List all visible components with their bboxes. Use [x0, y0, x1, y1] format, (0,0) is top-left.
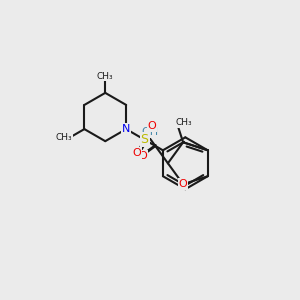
Text: N: N: [122, 124, 130, 134]
Text: S: S: [140, 133, 148, 146]
Text: O: O: [148, 122, 157, 131]
Text: CH₃: CH₃: [97, 72, 114, 81]
Text: O: O: [179, 179, 188, 189]
Text: O: O: [138, 151, 147, 160]
Text: OH: OH: [142, 127, 159, 137]
Text: N: N: [122, 124, 130, 134]
Text: CH₃: CH₃: [56, 133, 72, 142]
Text: CH₃: CH₃: [176, 118, 192, 127]
Text: O: O: [133, 148, 141, 158]
